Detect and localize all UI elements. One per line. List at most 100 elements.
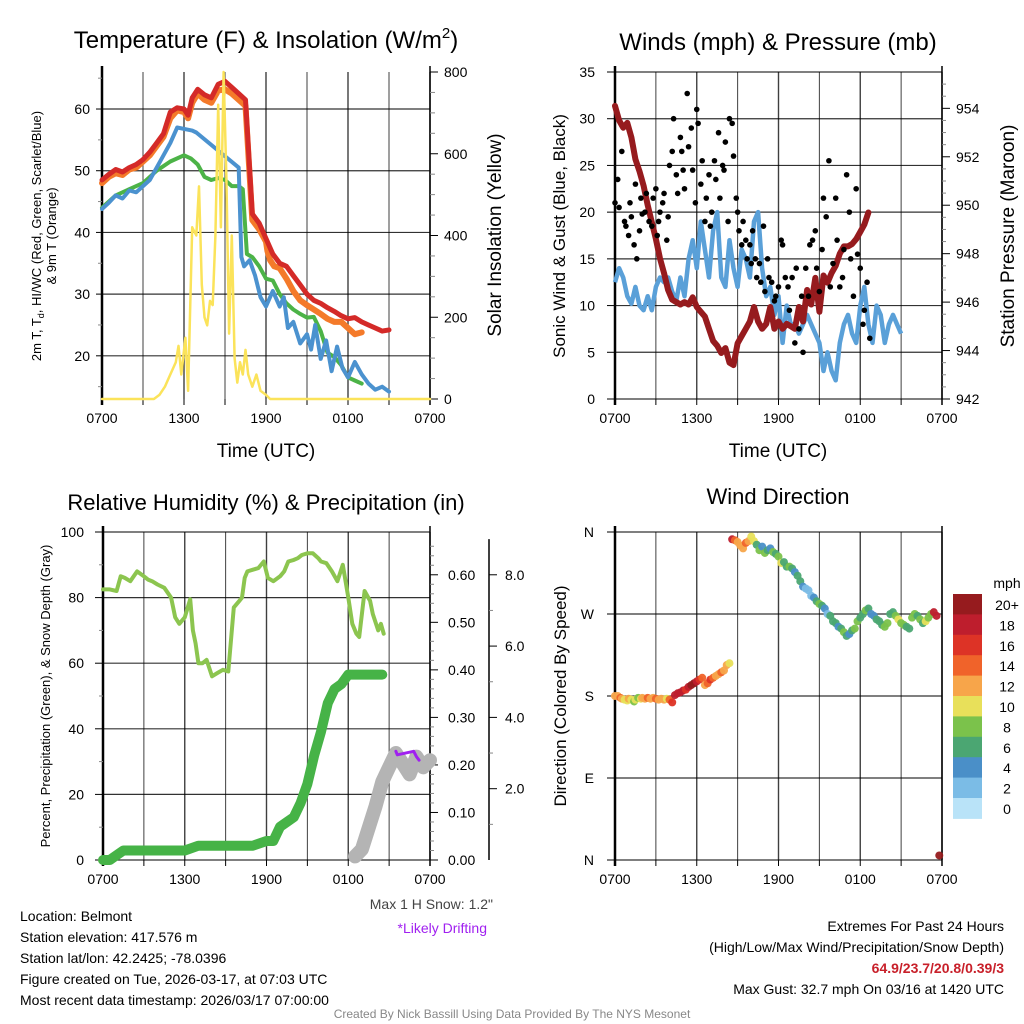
pressure-line: [612, 102, 872, 369]
gust-point: [653, 185, 659, 192]
gust-point: [736, 228, 742, 234]
x-tick-label: 1300: [681, 410, 712, 426]
direction-point: [774, 552, 783, 561]
gust-point: [861, 307, 868, 314]
gust-point: [733, 195, 740, 201]
y2-tick-label: 0.20: [448, 757, 475, 773]
y-tick-label: 60: [68, 655, 84, 671]
gust-point: [625, 232, 632, 239]
gust-point: [680, 167, 686, 173]
gust-point: [766, 274, 772, 281]
created-label: Figure created on Tue, 2026-03-17, at 07…: [20, 971, 328, 987]
y-tick-label: 5: [587, 344, 595, 360]
gust-point: [757, 279, 764, 286]
extremes-title: Extremes For Past 24 Hours: [827, 918, 1004, 934]
y2-tick-label: 600: [444, 146, 468, 162]
gust-point: [743, 237, 749, 243]
gust-point: [796, 326, 802, 332]
y-axis-label-line2: & 9m T (Orange): [44, 187, 59, 284]
gust-point: [643, 190, 650, 197]
x-tick-label: 0100: [332, 410, 363, 426]
direction-point: [850, 624, 859, 633]
y-tick-label: N: [584, 524, 594, 540]
y2-axis-label: Solar Insolation (Yellow): [485, 133, 506, 336]
gust-point: [616, 204, 622, 211]
gust-point: [729, 120, 735, 127]
latlon-label: Station lat/lon: 42.2425; -78.0396: [20, 950, 227, 966]
gust-point: [708, 209, 715, 215]
y-tick-label: W: [581, 606, 595, 622]
x-tick-label: 0700: [87, 871, 118, 887]
gust-point: [762, 288, 768, 295]
gust-point: [628, 214, 635, 220]
gust-point: [666, 162, 673, 169]
gust-point: [685, 143, 692, 150]
y-tick-label: 30: [579, 111, 595, 127]
gust-point: [740, 218, 746, 225]
gust-point: [834, 237, 840, 243]
y-tick-label: 20: [579, 204, 595, 220]
y2-tick-label: 944: [956, 343, 980, 359]
credit-footer: Created By Nick Bassill Using Data Provi…: [333, 1007, 691, 1021]
colorbar-label: 16: [999, 638, 1015, 654]
gust-point: [805, 293, 812, 300]
colorbar-swatch: [953, 634, 982, 656]
y-axis-label: Direction (Colored By Speed): [551, 585, 570, 806]
y2-tick-label: 952: [956, 149, 980, 165]
y2-tick-label: 0: [444, 391, 452, 407]
gust-point: [663, 237, 670, 243]
gust-point: [619, 148, 625, 155]
gust-point: [860, 321, 866, 328]
chart-title: Winds (mph) & Pressure (mb): [619, 29, 936, 56]
gust-point: [792, 340, 798, 346]
series-line-likely-drifting: [394, 749, 421, 762]
wind-direction-chart: N E S W N 0700 1300 1900 0100 0700 20+ 18 16 14 12 10 8 6…: [551, 484, 1021, 887]
gust-point: [621, 218, 628, 225]
colorbar-title: mph: [993, 575, 1020, 591]
gust-point: [636, 228, 643, 234]
gust-point: [634, 256, 640, 262]
gust-point: [730, 153, 737, 159]
colorbar-swatch: [953, 675, 982, 697]
gust-point: [623, 223, 629, 229]
y3-tick-label: 6.0: [505, 638, 525, 654]
y-tick-label: 40: [74, 224, 90, 240]
extremes-panel: Extremes For Past 24 Hours (High/Low/Max…: [709, 916, 1004, 1000]
y-axis-label: Percent, Precipitation (Green), & Snow D…: [38, 545, 53, 848]
x-tick-label: 0700: [599, 410, 630, 426]
gust-point: [785, 284, 791, 290]
colorbar-swatch: [953, 777, 982, 799]
x-tick-label: 0100: [845, 410, 876, 426]
y2-tick-label: 0.50: [448, 614, 475, 630]
gust-point: [642, 209, 648, 215]
gust-point: [760, 223, 767, 229]
gust-point: [650, 195, 656, 201]
gust-point: [692, 200, 699, 206]
gust-point: [669, 148, 676, 155]
gust-point: [756, 260, 763, 267]
chart-title: Temperature (F) & Insolation (W/m2): [74, 25, 458, 54]
y-tick-label: 0: [587, 391, 595, 407]
gust-point: [747, 242, 753, 248]
gust-point: [726, 115, 733, 122]
gust-point: [713, 176, 719, 183]
gust-point: [698, 181, 704, 187]
y-tick-label: 15: [579, 251, 595, 267]
gust-point: [734, 209, 741, 215]
gust-point: [819, 246, 825, 253]
colorbar-swatch: [953, 757, 982, 779]
y2-tick-label: 948: [956, 246, 980, 262]
extremes-values: 64.9/23.7/20.8/0.39/3: [871, 960, 1004, 976]
x-tick-label: 0700: [599, 871, 630, 887]
y2-tick-label: 954: [956, 100, 980, 116]
gust-point: [843, 171, 850, 178]
x-axis-label: Time (UTC): [729, 441, 828, 462]
gust-point: [786, 307, 793, 314]
chart-title: Relative Humidity (%) & Precipitation (i…: [67, 490, 464, 515]
gust-point: [807, 242, 813, 248]
sonic-wind-line: [612, 209, 904, 383]
gust-point: [689, 167, 696, 173]
gust-point: [802, 265, 809, 272]
